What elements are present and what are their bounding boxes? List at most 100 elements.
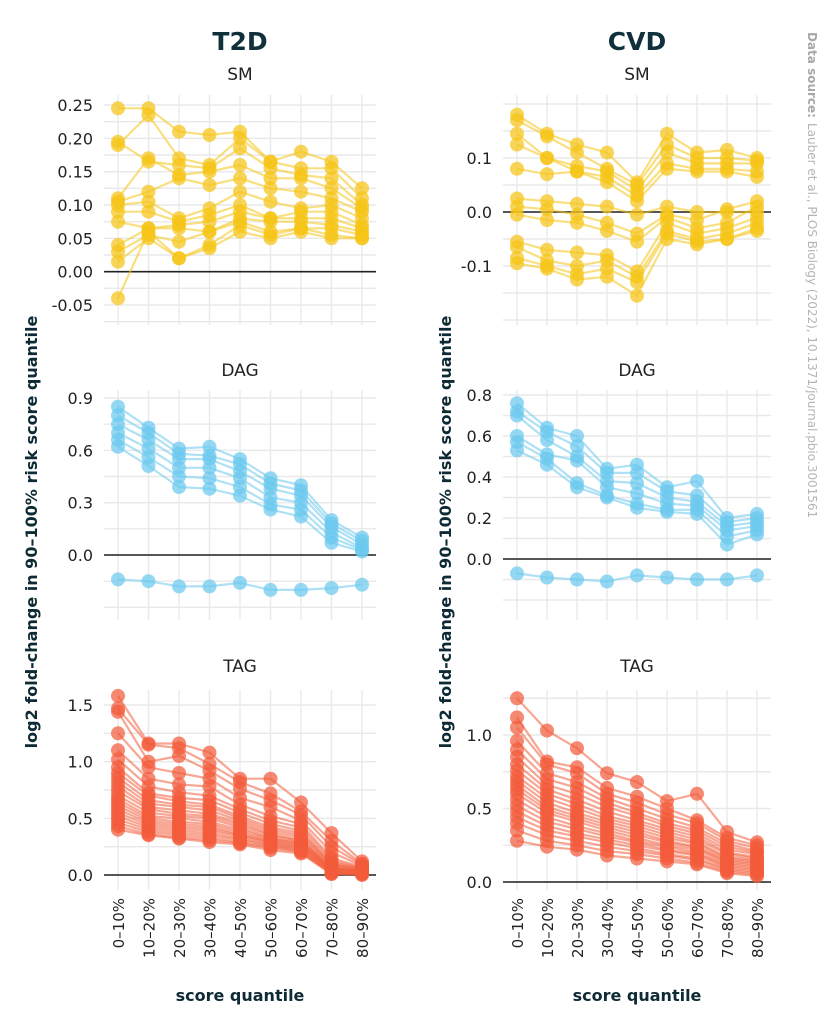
t2d-sm-data-point (111, 291, 125, 306)
t2d-tag-panel-title: TAG (222, 657, 257, 677)
t2d-tag-y-tick-label: 0.0 (68, 866, 93, 885)
t2d-sm-data-point (263, 171, 278, 186)
t2d-tag-y-tick-label: 1.0 (68, 753, 93, 772)
cvd-dag-data-point (570, 429, 584, 443)
t2d-sm-data-point (294, 224, 308, 239)
t2d-tag-data-point (263, 843, 278, 858)
cvd-sm-data-point (630, 234, 644, 249)
t2d-sm-data-point (172, 124, 186, 139)
cvd-sm-data-point (660, 161, 674, 176)
cvd-dag-series-group (510, 396, 764, 589)
t2d-dag-data-point (324, 581, 339, 596)
cvd-sm-data-point (660, 145, 674, 160)
t2d-sm-y-tick-label: 0.00 (57, 263, 93, 282)
t2d-y-axis-label: log2 fold-change in 90–100% risk score q… (22, 315, 41, 748)
t2d-dag-data-point (141, 459, 156, 473)
cvd-tag-data-point (690, 857, 704, 872)
cvd-dag-data-point (540, 570, 554, 585)
cvd-dag-data-point (510, 443, 524, 458)
t2d-sm-series-group (111, 101, 369, 306)
t2d-dag-data-point (294, 509, 308, 524)
cvd-tag-data-point (510, 691, 524, 706)
t2d-sm-data-point (111, 134, 125, 149)
t2d-tag-data-point (202, 835, 217, 850)
t2d-tag-data-point (233, 837, 247, 852)
cvd-dag-data-point (630, 476, 644, 491)
t2d-sm-data-point (263, 194, 278, 209)
t2d-dag-data-point (202, 579, 217, 594)
t2d-sm-data-point (233, 158, 247, 172)
data-source-note: Data source: Lauber et al., PLOS Biology … (805, 32, 819, 518)
cvd-dag-data-point (600, 490, 614, 505)
t2d-sm-panel-title: SM (227, 65, 252, 85)
cvd-dag-data-point (510, 408, 524, 423)
t2d-sm-data-point (141, 108, 156, 122)
cvd-sm-data-point (540, 213, 554, 228)
t2d-dag-y-tick-label: 0.0 (68, 546, 93, 565)
t2d-sm-data-point (355, 181, 369, 196)
cvd-sm-data-point (510, 126, 524, 141)
t2d-dag-y-tick-label: 0.6 (68, 441, 93, 460)
cvd-tag-data-point (600, 848, 614, 863)
cvd-dag-data-point (510, 566, 524, 581)
cvd-sm-data-point (570, 272, 584, 287)
cvd-sm-data-point (600, 269, 614, 284)
t2d-sm-data-point (324, 231, 339, 246)
t2d-sm-data-point (172, 234, 186, 249)
cvd-tag-data-point (510, 720, 524, 735)
cvd-tag-data-point (570, 842, 584, 857)
t2d-tag-x-tick-label: 60–70% (293, 898, 311, 958)
cvd-sm-data-point (630, 288, 644, 303)
cvd-tag-data-point (690, 786, 704, 801)
cvd-tag-data-point (720, 866, 734, 881)
t2d-tag-data-point (141, 760, 156, 775)
t2d-sm-y-tick-label: 0.25 (57, 96, 93, 115)
t2d-dag-y-tick-label: 0.9 (68, 389, 93, 408)
cvd-sm-data-point (720, 232, 734, 246)
t2d-x-axis-label: score quantile (176, 986, 305, 1005)
t2d-sm-data-point (233, 141, 247, 156)
cvd-sm-data-point (540, 129, 554, 144)
t2d-tag-x-tick-label: 50–60% (263, 898, 281, 958)
data-source-label: Data source: (805, 32, 819, 118)
t2d-tag-data-point (111, 704, 125, 719)
t2d-sm-data-point (294, 144, 308, 159)
t2d-sm-data-point (233, 224, 247, 239)
cvd-sm-data-point (570, 196, 584, 211)
cvd-sm-data-point (540, 167, 554, 182)
cvd-sm-data-point (720, 202, 734, 217)
t2d-sm-data-point (324, 181, 339, 196)
cvd-sm-data-point (690, 164, 704, 179)
cvd-tag-x-tick-label: 30–40% (599, 898, 617, 958)
cvd-y-axis-label: log2 fold-change in 90–100% risk score q… (436, 315, 455, 748)
cvd-dag-data-point (540, 457, 554, 472)
cvd-tag-data-point (600, 766, 614, 781)
t2d-sm-data-point (324, 161, 339, 176)
cvd-dag-data-point (720, 537, 734, 552)
cvd-sm-data-point (750, 199, 764, 214)
t2d-tag-x-tick-label: 20–30% (171, 898, 189, 958)
cvd-tag-data-point (540, 723, 554, 738)
cvd-sm-data-point (750, 223, 764, 238)
t2d-tag-data-point (355, 868, 369, 882)
t2d-dag-data-point (202, 481, 217, 496)
cvd-sm-data-point (540, 242, 554, 257)
t2d-tag-data-point (172, 831, 186, 846)
cvd-sm-series-group (510, 107, 764, 303)
t2d-sm-data-point (141, 151, 156, 166)
t2d-dag-data-point (172, 480, 186, 494)
cvd-tag-panel-title: TAG (619, 657, 654, 677)
t2d-sm-data-point (111, 101, 125, 116)
cvd-tag-y-tick-label: 1.0 (467, 726, 492, 745)
cvd-sm-data-point (600, 223, 614, 238)
cvd-dag-data-point (570, 453, 584, 468)
cvd-sm-data-point (510, 161, 524, 176)
cvd-dag-data-point (540, 433, 554, 448)
t2d-sm-y-tick-label: 0.15 (57, 163, 93, 182)
t2d-dag-data-point (111, 439, 125, 454)
cvd-dag-data-point (690, 506, 704, 521)
t2d-sm-data-point (172, 221, 186, 236)
t2d-sm-data-point (233, 131, 247, 146)
t2d-sm-data-point (111, 244, 125, 259)
